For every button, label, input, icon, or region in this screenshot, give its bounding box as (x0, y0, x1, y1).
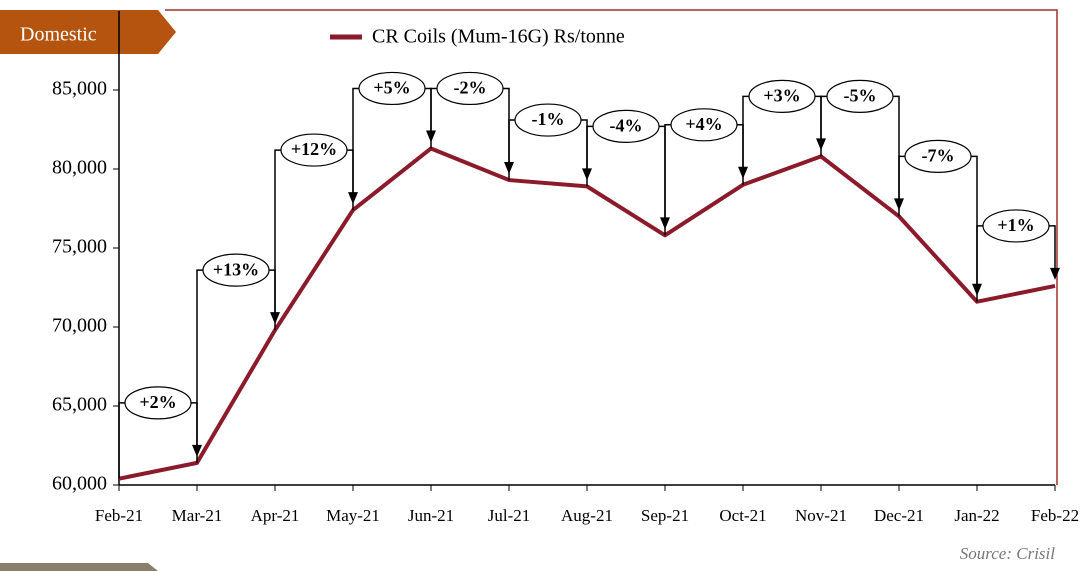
annotation-label: +5% (373, 78, 410, 98)
x-tick-label: Sep-21 (641, 506, 689, 525)
x-tick-label: Oct-21 (719, 506, 766, 525)
y-tick-label: 85,000 (52, 78, 107, 100)
annotation-arrow (1050, 267, 1060, 280)
annotation-label: +1% (997, 215, 1034, 235)
annotation-bubble (982, 209, 1050, 243)
annotation-label: +4% (685, 114, 722, 134)
x-tick-label: Nov-21 (795, 506, 847, 525)
legend-label: CR Coils (Mum-16G) Rs/tonne (372, 26, 625, 48)
annotation-label: +2% (139, 392, 176, 412)
footer-tag (0, 563, 158, 571)
x-tick-label: Jun-21 (408, 506, 454, 525)
annotation-bubble (748, 79, 816, 113)
plot-border (165, 9, 1058, 485)
annotation-label: +3% (763, 85, 800, 105)
annotation-bubble (514, 103, 582, 137)
x-tick-label: Aug-21 (561, 506, 613, 525)
annotation-label: -2% (454, 78, 487, 98)
annotation-bracket (352, 87, 432, 211)
annotation-bubble (436, 71, 504, 106)
tag-shape (0, 10, 176, 54)
x-tick-label: Dec-21 (874, 506, 924, 525)
annotation-bubble (904, 139, 972, 173)
annotation-label: -4% (610, 116, 643, 136)
x-tick-label: Apr-21 (251, 506, 300, 525)
x-tick-label: Jul-21 (488, 506, 531, 525)
annotation-label: +12% (291, 139, 337, 159)
annotation-label: -1% (532, 109, 565, 129)
y-tick-label: 70,000 (52, 315, 107, 337)
annotation-label: +13% (213, 259, 259, 279)
x-tick-label: Mar-21 (172, 506, 223, 525)
annotation-label: -5% (844, 85, 877, 105)
annotation-label: -7% (922, 146, 955, 166)
y-tick-label: 60,000 (52, 473, 107, 495)
y-tick-label: 65,000 (52, 394, 107, 416)
annotation-bubble (124, 386, 192, 420)
source: Source: Crisil (960, 544, 1056, 563)
x-tick-label: May-21 (326, 506, 380, 525)
x-tick-label: Jan-22 (954, 506, 999, 525)
series-line (118, 146, 1056, 481)
annotation-bracket (196, 269, 276, 463)
x-tick-label: Feb-21 (95, 506, 143, 525)
annotation-bubble (592, 109, 660, 143)
annotation-bubble (202, 253, 270, 287)
tag-text: Domestic (20, 24, 97, 46)
annotation-bubble (358, 71, 426, 106)
y-tick-label: 80,000 (52, 157, 107, 179)
annotation-bubble (670, 108, 738, 142)
annotation-bubble (280, 133, 348, 167)
annotation-bracket (274, 149, 354, 331)
x-tick-label: Feb-22 (1031, 506, 1079, 525)
annotation-bubble (826, 79, 894, 113)
annotation-bracket (898, 155, 978, 286)
y-tick-label: 75,000 (52, 236, 107, 258)
